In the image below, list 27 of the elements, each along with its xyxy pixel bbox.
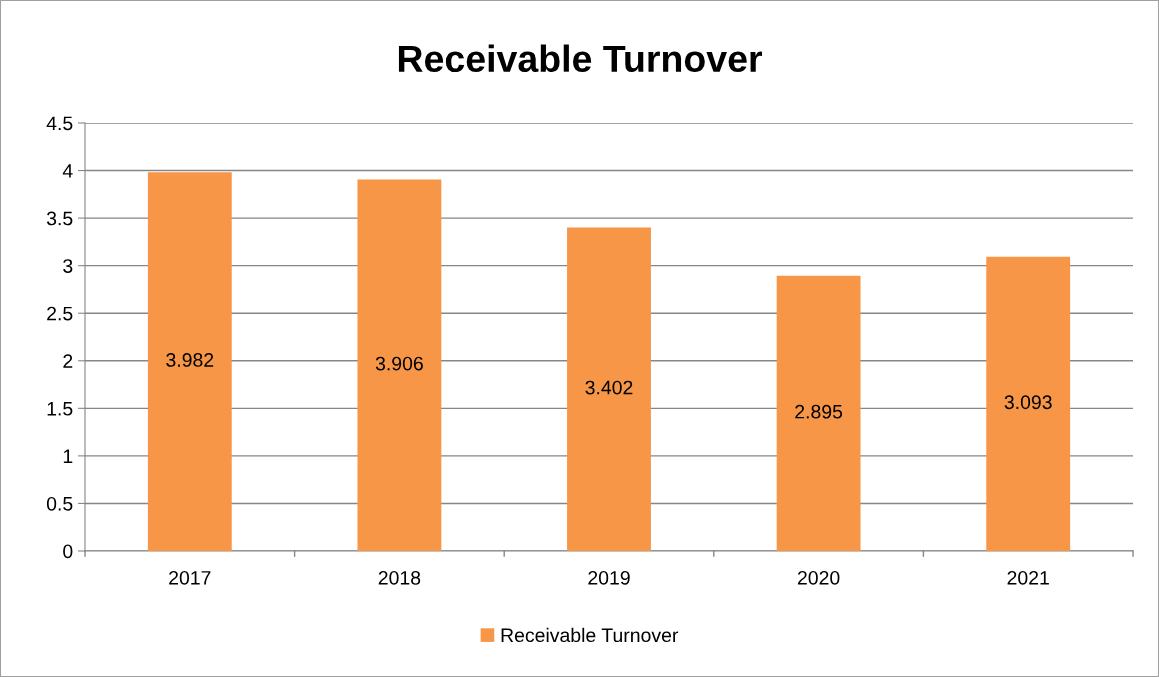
bar (357, 179, 442, 551)
y-tick-label: 4 (62, 164, 73, 178)
bar (986, 256, 1071, 551)
y-tick-label: 0.5 (46, 496, 73, 511)
chart-title: Receivable Turnover (398, 44, 763, 73)
legend-label: Receivable Turnover (501, 627, 679, 643)
x-tick-label: 2020 (797, 570, 840, 585)
bar (567, 227, 651, 551)
x-tick-label: 2018 (378, 570, 421, 585)
data-label: 2.895 (795, 404, 843, 419)
data-label: 3.982 (166, 353, 214, 367)
y-tick-label: 3.5 (46, 211, 73, 226)
y-tick-label: 1 (63, 449, 73, 463)
data-label: 3.906 (375, 356, 423, 371)
x-tick-label: 2017 (169, 570, 211, 585)
y-tick-label: 1.5 (47, 402, 73, 416)
y-tick-label: 0 (63, 544, 73, 559)
bar (776, 275, 861, 551)
y-tick-label: 2 (63, 354, 73, 368)
y-tick-label: 3 (63, 259, 73, 273)
y-tick-label: 2.5 (47, 306, 73, 321)
data-label: 3.093 (1004, 395, 1052, 410)
bar (147, 172, 232, 551)
y-tick-label: 4.5 (46, 116, 73, 131)
x-tick-label: 2019 (588, 570, 630, 585)
data-label: 3.402 (585, 380, 633, 395)
x-tick-label: 2021 (1007, 570, 1049, 585)
